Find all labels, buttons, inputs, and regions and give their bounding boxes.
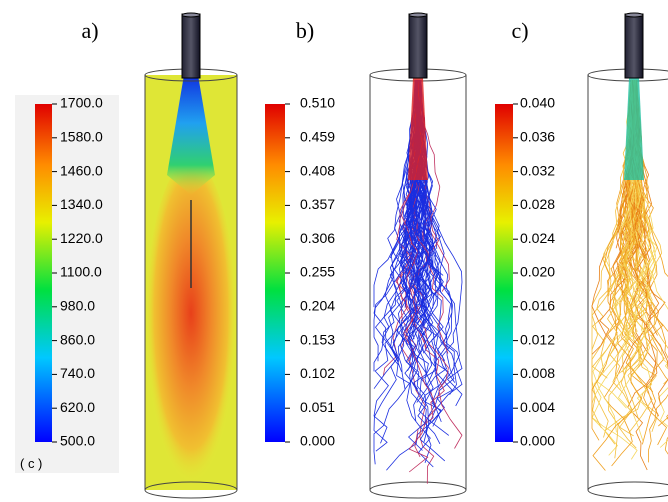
tick-label: 0.000 <box>520 433 555 449</box>
tick-label: 0.020 <box>520 264 555 280</box>
inlet-tube <box>624 13 644 79</box>
tick-label: 0.408 <box>300 162 335 178</box>
tick-label: 0.051 <box>300 399 335 415</box>
tick-label: 1100.0 <box>60 264 102 280</box>
tick-label: 860.0 <box>60 331 95 347</box>
cylinder-bottom <box>369 481 467 499</box>
tick-label: 1580.0 <box>60 129 103 145</box>
trajectory <box>373 79 418 465</box>
inlet-tube <box>408 13 428 79</box>
panel-label: c) <box>511 18 528 43</box>
tick-label: 1700.0 <box>60 95 103 111</box>
tick-label: 620.0 <box>60 399 95 415</box>
tick-label: 0.255 <box>300 264 335 280</box>
cylinder-bottom <box>144 481 238 499</box>
tick-label: 0.153 <box>300 331 335 347</box>
tick-label: 0.040 <box>520 95 555 111</box>
tick-label: 0.024 <box>520 230 555 246</box>
tick-label: 0.459 <box>300 129 335 145</box>
unit-label: ( c ) <box>20 456 42 471</box>
tick-label: 0.357 <box>300 196 335 212</box>
panel-label: b) <box>296 18 314 43</box>
contour-plot <box>145 75 237 490</box>
tick-label: 0.510 <box>300 95 335 111</box>
colorbar <box>495 104 513 442</box>
cylinder-bottom <box>587 481 668 499</box>
inlet-tube <box>181 13 201 79</box>
tick-label: 0.004 <box>520 399 555 415</box>
tick-label: 0.028 <box>520 196 555 212</box>
colorbar <box>265 104 285 442</box>
jet-core <box>624 78 644 180</box>
tick-label: 1220.0 <box>60 230 103 246</box>
tick-label: 1340.0 <box>60 196 103 212</box>
tick-label: 0.036 <box>520 129 555 145</box>
tick-label: 980.0 <box>60 298 95 314</box>
panel-label: a) <box>81 18 98 43</box>
inlet-top <box>624 12 644 18</box>
inlet-top <box>181 12 201 18</box>
tick-label: 0.032 <box>520 162 555 178</box>
tick-label: 0.306 <box>300 230 335 246</box>
tick-label: 0.008 <box>520 365 555 381</box>
jet-core <box>408 78 428 180</box>
tick-label: 0.016 <box>520 298 555 314</box>
tick-label: 0.012 <box>520 331 555 347</box>
tick-label: 500.0 <box>60 433 95 449</box>
inlet-top <box>408 12 428 18</box>
colorbar-frame <box>15 95 119 473</box>
tick-label: 0.000 <box>300 433 335 449</box>
tick-label: 0.102 <box>300 365 335 381</box>
tick-label: 1460.0 <box>60 162 103 178</box>
tick-label: 740.0 <box>60 365 95 381</box>
tick-label: 0.204 <box>300 298 335 314</box>
colorbar <box>35 104 52 442</box>
